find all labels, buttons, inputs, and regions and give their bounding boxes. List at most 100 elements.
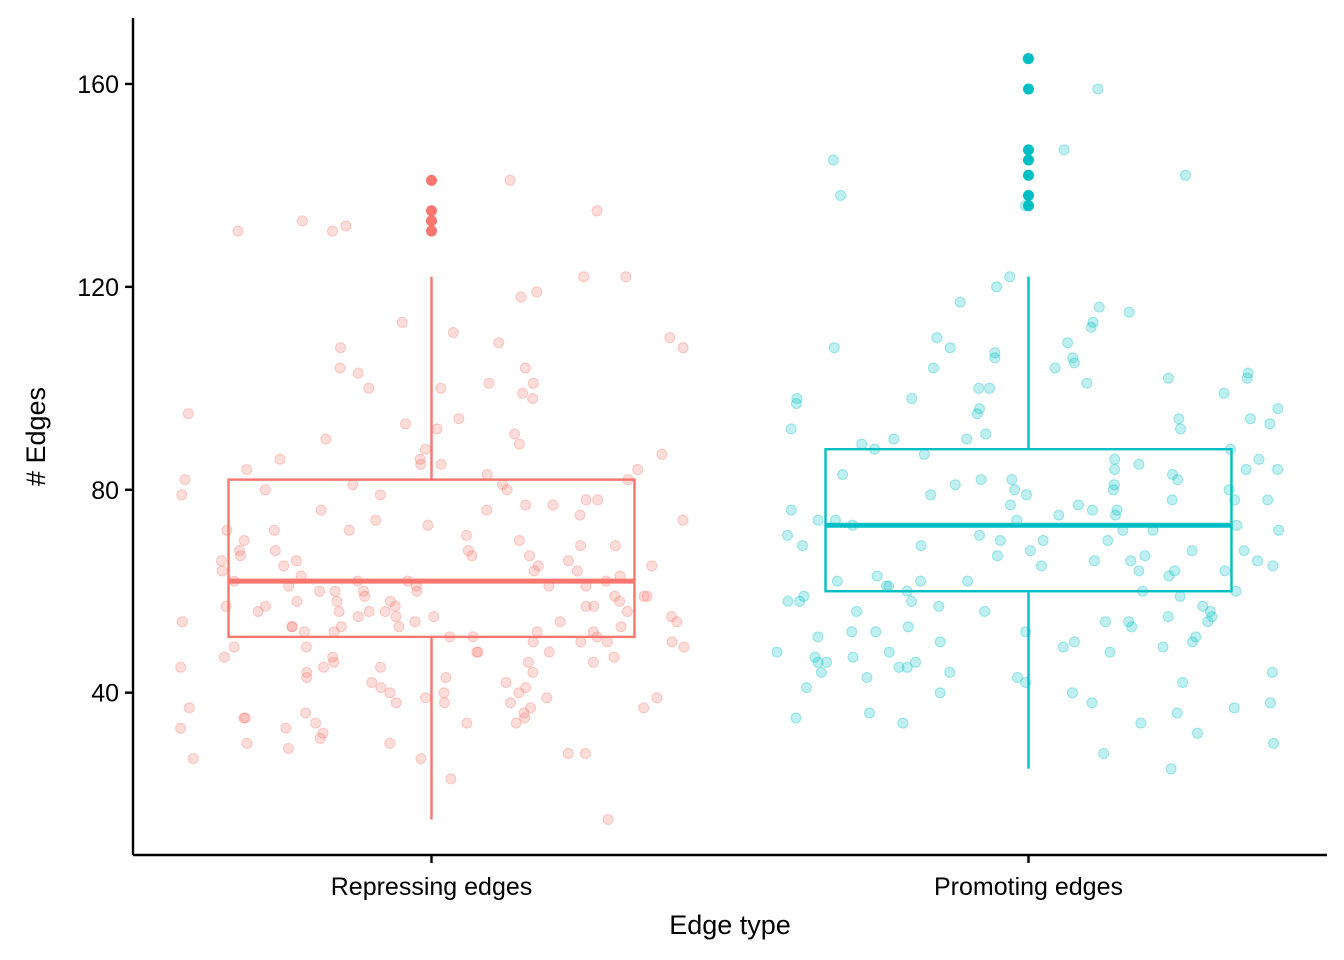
jitter-point: [883, 646, 895, 658]
jitter-point: [278, 560, 290, 572]
jitter-point: [992, 550, 1003, 562]
jitter-point: [791, 393, 803, 404]
jitter-point: [520, 499, 532, 511]
jitter-point: [396, 316, 408, 328]
jitter-point: [331, 595, 343, 607]
jitter-point: [1244, 413, 1256, 425]
jitter-point: [513, 687, 525, 699]
jitter-point: [928, 362, 939, 374]
jitter-point: [1242, 367, 1254, 379]
jitter-point: [949, 479, 961, 491]
outlier-point: [426, 205, 437, 217]
jitter-point: [329, 585, 341, 597]
jitter-point: [513, 438, 525, 450]
jitter-point: [601, 636, 613, 648]
boxes-layer: [227, 53, 1233, 820]
jitter-point: [1087, 316, 1099, 328]
jitter-point: [632, 464, 644, 475]
jitter-point: [317, 727, 329, 739]
jitter-point: [591, 205, 603, 217]
jitter-point: [1049, 362, 1061, 374]
jitter-point: [925, 489, 937, 501]
jitter-point: [588, 600, 600, 612]
jitter-point: [1068, 357, 1080, 369]
jitter-point: [1086, 697, 1098, 709]
jitter-point: [509, 428, 521, 440]
y-axis-title: # Edges: [21, 387, 51, 486]
jitter-point: [656, 448, 668, 460]
jitter-point: [216, 565, 228, 577]
jitter-point: [592, 494, 604, 506]
jitter-point: [1125, 555, 1137, 567]
jitter-point: [1187, 636, 1198, 648]
jitter-point: [971, 408, 983, 420]
jitter-point: [646, 560, 658, 572]
jitter-point: [785, 504, 797, 516]
jitter-point: [991, 281, 1003, 293]
jitter-point: [1267, 560, 1279, 572]
jitter-point: [1006, 474, 1018, 486]
jitter-point: [846, 626, 858, 638]
jitter-point: [385, 595, 396, 607]
jitter-point: [666, 636, 678, 648]
jitter-point: [910, 656, 921, 668]
jitter-point: [379, 606, 391, 617]
jitter-point: [335, 621, 347, 633]
jitter-point: [790, 712, 802, 724]
jitter-point: [352, 367, 364, 379]
jitter-point: [782, 595, 794, 607]
jitter-point: [519, 712, 531, 724]
jitter-point: [370, 514, 382, 526]
jitter-point: [771, 646, 783, 658]
jitter-point: [851, 606, 863, 617]
jitter-point: [638, 702, 650, 714]
jitter-point: [1171, 707, 1183, 719]
jitter-point: [989, 347, 1001, 359]
outlier-point: [426, 174, 437, 186]
jitter-point: [587, 656, 599, 668]
jitter-point: [974, 529, 985, 541]
jitter-point: [1073, 499, 1084, 511]
jitter-point: [1058, 144, 1070, 156]
jitter-point: [827, 154, 839, 166]
jitter-point: [327, 225, 338, 237]
jitter-point: [298, 626, 310, 638]
jitter-point: [621, 606, 633, 617]
jitter-point: [500, 677, 512, 688]
jitter-point: [335, 342, 346, 354]
outlier-point: [1023, 190, 1034, 202]
jitter-point: [1126, 621, 1138, 633]
jitter-point: [1180, 169, 1191, 181]
jitter-point: [609, 590, 621, 602]
jitter-point: [445, 773, 457, 785]
jitter-point: [232, 225, 244, 237]
jitter-point: [1218, 387, 1230, 399]
jitter-point: [1231, 519, 1243, 531]
jitter-point: [358, 585, 369, 597]
y-tick-label: 120: [77, 274, 119, 302]
jitter-point: [847, 651, 859, 663]
jitter-point: [415, 753, 427, 765]
x-axis-title: Edge type: [669, 910, 791, 940]
x-tick-label: Repressing edges: [331, 873, 533, 901]
jitter-point: [528, 565, 540, 577]
jitter-point: [504, 174, 516, 186]
jitter-point: [1157, 641, 1169, 653]
jitter-point: [431, 423, 443, 435]
jitter-point: [821, 656, 833, 668]
jitter-point: [602, 814, 614, 825]
jitter-point: [333, 606, 345, 617]
outlier-point: [1023, 53, 1034, 65]
jitter-point: [677, 342, 689, 354]
y-tick-label: 160: [77, 71, 119, 99]
jitter-point: [1177, 677, 1189, 688]
jitter-point: [1186, 545, 1198, 557]
outlier-point: [1023, 83, 1034, 95]
jitter-point: [641, 590, 653, 602]
jitter-point: [183, 702, 195, 714]
jitter-point: [274, 453, 286, 465]
jitter-point: [532, 560, 544, 572]
jitter-point: [1109, 464, 1121, 475]
jitter-point: [1067, 352, 1079, 364]
jitter-point: [574, 509, 586, 521]
